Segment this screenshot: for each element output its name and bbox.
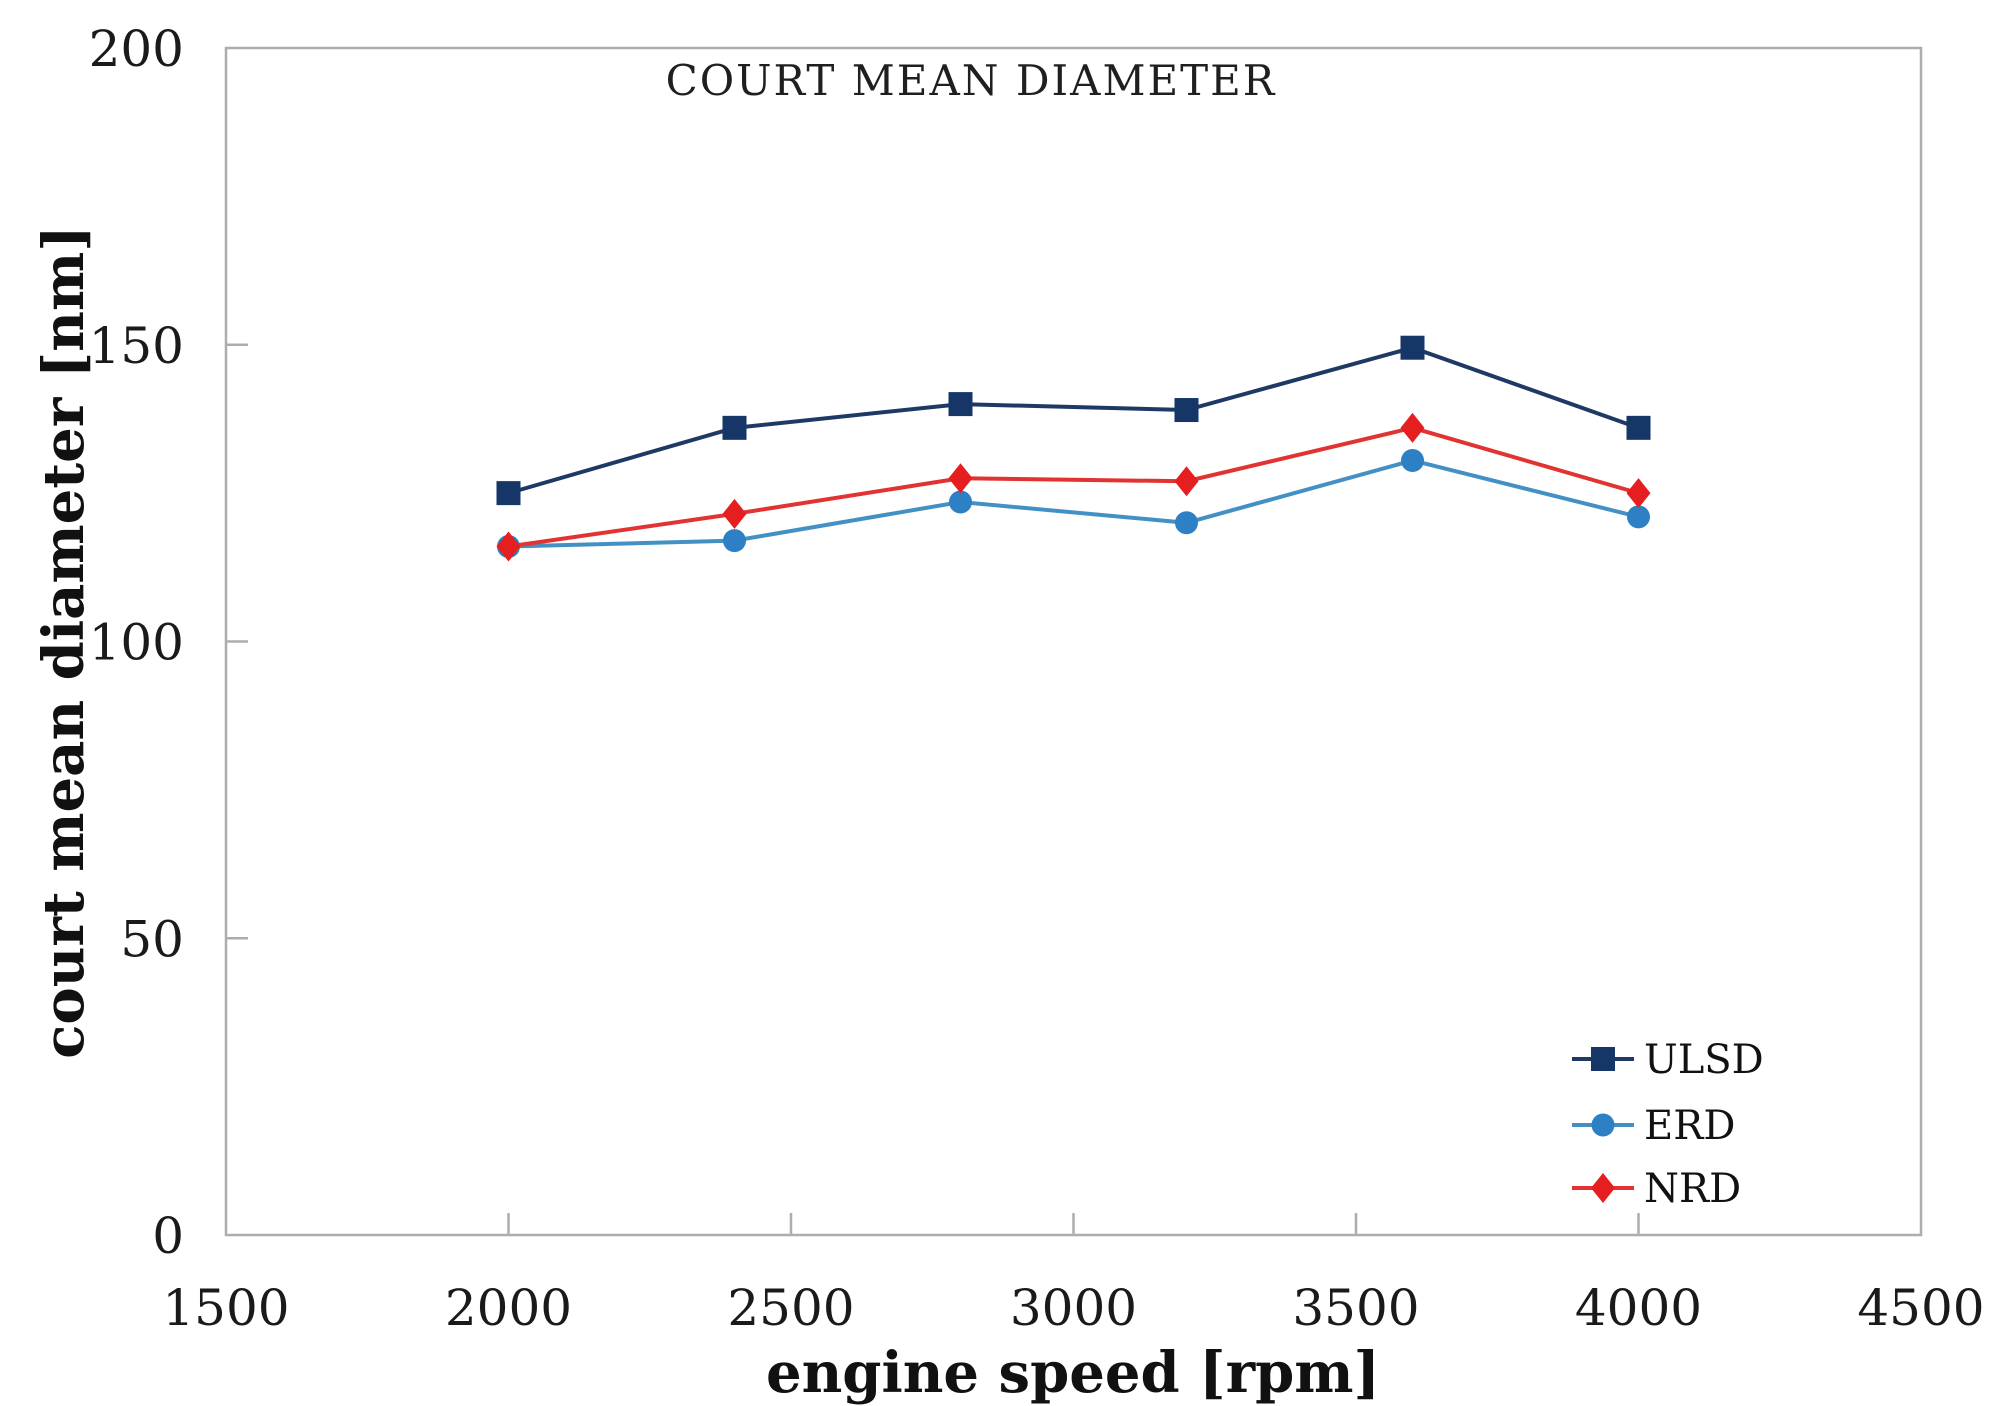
series-line [507, 345, 1640, 496]
data-point-marker [949, 490, 972, 514]
series-line [508, 425, 1640, 549]
data-point-marker [1174, 466, 1199, 497]
data-point-marker [723, 529, 746, 553]
y-tick-label: 150 [89, 317, 184, 375]
data-point-marker [1626, 415, 1651, 440]
y-tick-label: 0 [152, 1207, 184, 1265]
chart-generated-content: 0 50 100 150 200 1500 2000 2500 3000 3500 4000 4500… [89, 20, 1985, 1337]
x-tick-label: 3500 [1292, 1279, 1419, 1337]
data-point-marker [1400, 335, 1425, 360]
series-line [508, 458, 1639, 549]
data-point-marker [1401, 448, 1424, 472]
legend-item-nrd: NRD [1572, 1166, 1741, 1212]
data-point-marker [1174, 398, 1199, 423]
x-tick-label: 4000 [1575, 1279, 1702, 1337]
data-point-marker [722, 498, 747, 529]
x-tick-label: 3000 [1010, 1279, 1137, 1337]
data-point-marker [948, 392, 973, 417]
legend-label: ERD [1644, 1103, 1735, 1149]
x-tick-label: 1500 [162, 1279, 289, 1337]
y-axis-title: court mean diameter [nm] [31, 225, 97, 1058]
data-point-marker [1400, 412, 1425, 443]
legend-marker [1591, 1173, 1615, 1203]
legend-item-erd: ERD [1572, 1103, 1735, 1149]
series-erd [497, 448, 1650, 559]
data-point-marker [1626, 478, 1651, 509]
y-tick-label: 50 [120, 910, 184, 968]
y-axis: 0 50 100 150 200 [89, 20, 248, 1265]
x-tick-label: 4500 [1857, 1279, 1984, 1337]
legend-item-ulsd: ULSD [1572, 1037, 1764, 1083]
y-tick-label: 200 [89, 20, 184, 78]
data-point-marker [496, 481, 521, 506]
legend-label: ULSD [1644, 1037, 1764, 1083]
data-point-marker [1175, 511, 1198, 535]
x-tick-label: 2000 [445, 1279, 572, 1337]
legend-marker [1591, 1047, 1615, 1071]
legend-marker [1591, 1113, 1615, 1137]
y-tick-label: 100 [89, 614, 184, 672]
legend-label: NRD [1644, 1166, 1741, 1212]
x-axis-title: engine speed [rpm] [766, 1340, 1380, 1406]
data-point-marker [948, 463, 973, 494]
data-point-marker [722, 415, 747, 440]
data-point-marker [1627, 505, 1650, 529]
x-tick-label: 2500 [727, 1279, 854, 1337]
series-ulsd [496, 335, 1651, 506]
legend: ULSD ERD NRD [1572, 1037, 1764, 1212]
x-axis: 1500 2000 2500 3000 3500 4000 4500 [162, 1213, 1985, 1337]
data-point-marker [496, 531, 521, 562]
chart-title: COURT MEAN DIAMETER [666, 56, 1277, 105]
series-nrd [496, 412, 1651, 562]
